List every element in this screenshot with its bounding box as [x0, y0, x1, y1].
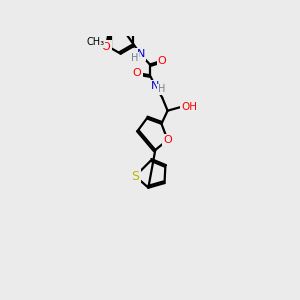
Text: CH₃: CH₃: [86, 37, 104, 47]
Text: OH: OH: [182, 102, 197, 112]
Text: O: O: [163, 135, 172, 145]
Text: O: O: [102, 42, 110, 52]
Text: O: O: [158, 56, 167, 66]
Text: N: N: [151, 81, 160, 91]
Text: H: H: [131, 52, 138, 63]
Text: H: H: [158, 84, 165, 94]
Text: N: N: [136, 50, 145, 59]
Text: O: O: [132, 68, 141, 78]
Text: S: S: [131, 169, 139, 183]
